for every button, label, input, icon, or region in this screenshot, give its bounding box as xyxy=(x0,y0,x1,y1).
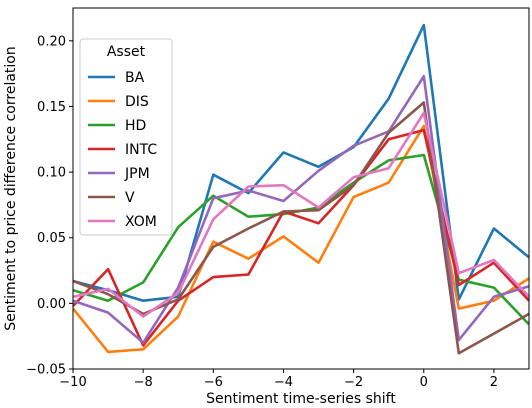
x-axis-label: Sentiment time-series shift xyxy=(206,391,396,407)
plot-frame xyxy=(72,7,530,370)
x-tick-label: 0 xyxy=(420,375,428,390)
ticks-layer: −10 −8 −6 −4 −2 0 2 −0.05 0.00 0.05 0.10 0.15 0.20 xyxy=(26,34,498,390)
legend-label-ba: BA xyxy=(125,70,145,86)
x-tick-label: −10 xyxy=(59,375,86,390)
legend-label-dis: DIS xyxy=(125,94,149,110)
legend: Asset BA DIS HD INTC JPM V XOM xyxy=(79,38,173,236)
y-tick-label: 0.20 xyxy=(37,34,66,49)
series-line-xom xyxy=(73,111,529,318)
legend-label-hd: HD xyxy=(125,118,146,134)
legend-box xyxy=(79,38,173,236)
x-tick-label: 2 xyxy=(490,375,498,390)
x-tick-label: −8 xyxy=(134,375,153,390)
x-tick-label: −2 xyxy=(344,375,363,390)
legend-entries: BA DIS HD INTC JPM V XOM xyxy=(88,70,157,230)
y-tick-label: 0.00 xyxy=(37,297,66,312)
legend-label-xom: XOM xyxy=(125,214,157,230)
legend-label-jpm: JPM xyxy=(124,166,150,182)
legend-title: Asset xyxy=(107,44,146,60)
y-tick-label: 0.15 xyxy=(37,100,66,115)
series-line-dis xyxy=(73,124,529,354)
x-tick-label: −6 xyxy=(204,375,223,390)
y-axis-label: Sentiment to price difference correlatio… xyxy=(3,46,19,330)
series-layer xyxy=(73,23,529,355)
legend-label-intc: INTC xyxy=(125,142,157,158)
series-line-jpm xyxy=(73,75,529,345)
series-line-intc xyxy=(73,128,529,347)
y-tick-label: 0.10 xyxy=(37,166,66,181)
legend-label-v: V xyxy=(125,190,135,206)
x-tick-label: −4 xyxy=(274,375,293,390)
y-tick-label: 0.05 xyxy=(37,231,66,246)
y-tick-label: −0.05 xyxy=(26,363,66,378)
